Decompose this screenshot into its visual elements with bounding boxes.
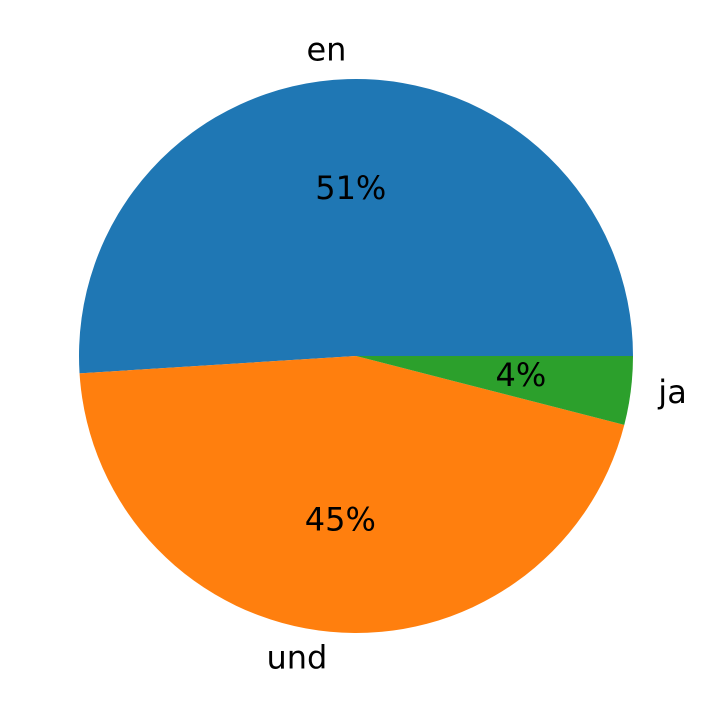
pie-slice <box>79 356 625 634</box>
value-label: 51% <box>315 169 386 207</box>
slice-label: ja <box>657 373 687 411</box>
pie-slice <box>78 78 634 374</box>
slice-label: en <box>306 30 346 68</box>
slice-label: und <box>266 638 327 676</box>
value-label: 4% <box>496 356 547 394</box>
pie-slice <box>356 356 633 425</box>
value-label: 45% <box>305 500 376 538</box>
